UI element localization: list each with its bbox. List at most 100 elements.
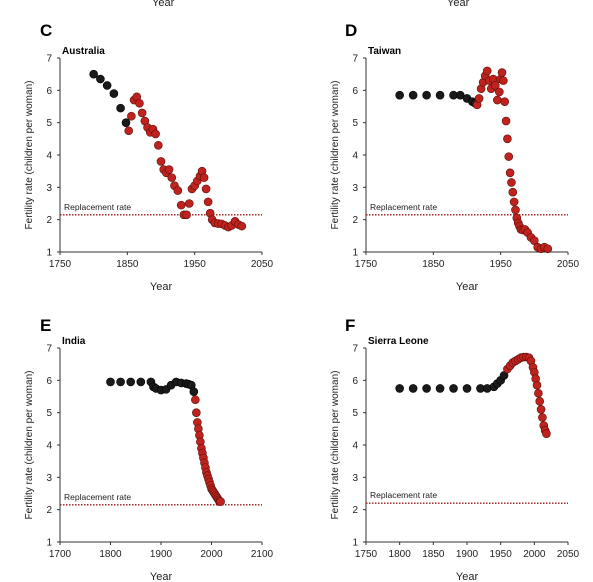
header-year-label-left: Year — [152, 0, 175, 9]
panel-d-data-point — [501, 116, 511, 126]
panel-f-data-point — [435, 384, 445, 393]
panel-f-xlabel: Year — [456, 571, 479, 582]
panel-e-letter: E — [40, 316, 51, 335]
panel-f-xtick-label: 1900 — [456, 549, 479, 560]
panel-c-data-point — [164, 165, 174, 174]
panel-c-ytick-label: 7 — [46, 54, 52, 65]
panel-c-data-point — [151, 129, 160, 139]
panel-e-data-point — [191, 395, 200, 405]
panel-c-xtick-label: 2050 — [251, 259, 274, 270]
panel-c-xtick-label: 1850 — [116, 259, 139, 270]
panel-f-letter: F — [345, 316, 355, 335]
panel-d-ytick-label: 7 — [352, 54, 358, 65]
panel-d-data-point — [500, 97, 510, 106]
panel-c-data-point — [137, 108, 147, 118]
panel-d-ytick-label: 6 — [352, 86, 358, 97]
panel-c-data-point — [182, 210, 191, 220]
panel-d-data-point — [507, 178, 516, 187]
panel-d-xtick-label: 1750 — [355, 259, 378, 270]
panel-c-replacement-label: Replacement rate — [64, 202, 131, 212]
panel-c-data-point — [121, 118, 131, 127]
panel-f-data-point — [535, 397, 545, 406]
panel-e-xtick-label: 1700 — [49, 549, 72, 560]
panel-d-xtick-label: 1950 — [490, 259, 513, 270]
panel-d-data-point — [495, 87, 504, 97]
panel-e-ytick-label: 2 — [46, 505, 52, 516]
panel-e-ytick-label: 7 — [46, 344, 52, 355]
panel-c-data-point — [237, 221, 247, 231]
panel-c-data-point — [102, 81, 112, 90]
panel-d-data-point — [505, 168, 515, 178]
panel-d-xtick-label: 1850 — [422, 259, 445, 270]
panel-c-data-point — [116, 103, 125, 113]
panel-d-data-point — [511, 205, 520, 215]
panel-e-title: India — [62, 336, 86, 347]
panel-c-data-point — [127, 111, 136, 121]
panel-d-ytick-label: 2 — [352, 215, 358, 226]
panel-e-xlabel: Year — [150, 571, 173, 582]
panel-f-xtick-label: 1750 — [355, 549, 378, 560]
panel-e-ytick-label: 6 — [46, 376, 52, 387]
panel-f-xtick-label: 1950 — [490, 549, 513, 560]
panel-d-data-point — [408, 90, 418, 100]
panel-c-xlabel: Year — [150, 281, 173, 293]
panel-d-ytick-label: 3 — [352, 183, 358, 194]
panel-e-replacement-label: Replacement rate — [64, 492, 131, 502]
panel-f-data-point — [542, 429, 551, 438]
panel-d-data-point — [435, 90, 445, 100]
panel-d-data-point — [504, 152, 514, 161]
panel-f-ytick-label: 6 — [352, 376, 358, 387]
panel-c-ytick-label: 3 — [46, 183, 52, 194]
panel-e-ylabel: Fertility rate (children per woman) — [24, 371, 35, 520]
panel-f-ytick-label: 2 — [352, 505, 358, 516]
panel-e-ytick-label: 4 — [46, 441, 52, 452]
panel-d-ylabel: Fertility rate (children per woman) — [330, 81, 341, 230]
panel-d-data-point — [490, 81, 500, 90]
panel-d-data-point — [543, 244, 553, 254]
panel-e-ytick-label: 1 — [46, 538, 52, 549]
panel-e-data-point — [136, 377, 146, 387]
panel-d-data-point — [503, 134, 512, 144]
panel-e-data-point — [189, 387, 199, 396]
panel-c-ytick-label: 6 — [46, 86, 52, 97]
panel-e-data-point — [106, 377, 115, 387]
panel-d-ytick-label: 1 — [352, 248, 358, 259]
panel-d-data-point — [497, 68, 507, 77]
panel-f-data-point — [538, 413, 547, 422]
panel-d-replacement-label: Replacement rate — [370, 202, 437, 212]
panel-d-ytick-label: 4 — [352, 151, 358, 162]
panel-d-data-point — [482, 66, 492, 76]
panel-e-data-point — [126, 377, 135, 387]
panel-c-ytick-label: 2 — [46, 215, 52, 226]
panel-d-data-point — [492, 95, 502, 105]
panel-c-ytick-label: 1 — [46, 248, 52, 259]
panel-c-data-point — [176, 200, 186, 210]
panel-e-xtick-label: 1800 — [99, 549, 122, 560]
panel-e-ytick-label: 5 — [46, 408, 52, 419]
panel-f-title: Sierra Leone — [368, 336, 429, 347]
panel-c-data-point — [184, 199, 194, 208]
panel-c-data-point — [201, 184, 211, 194]
panel-d-data-point — [395, 90, 404, 100]
panel-f-xtick-label: 2000 — [523, 549, 546, 560]
panel-c-xtick-label: 1950 — [184, 259, 207, 270]
panel-c-data-point — [154, 141, 163, 150]
panel-d-data-point — [499, 76, 508, 85]
panel-d-letter: D — [345, 21, 357, 40]
header-year-label-right: Year — [447, 0, 470, 9]
panel-c-data-point — [156, 157, 166, 166]
panel-d-data-point — [474, 94, 484, 103]
panel-f-data-point — [532, 380, 542, 390]
panel-c-data-point — [109, 89, 119, 98]
panel-f-ytick-label: 1 — [352, 538, 358, 549]
panel-c-data-point — [199, 173, 209, 182]
panel-e-xtick-label: 1900 — [150, 549, 173, 560]
panel-f-ytick-label: 5 — [352, 408, 358, 419]
panel-f-replacement-label: Replacement rate — [370, 490, 437, 500]
panel-c-ylabel: Fertility rate (children per woman) — [24, 81, 35, 230]
panel-c-title: Australia — [62, 46, 105, 57]
panel-f-data-point — [408, 384, 418, 393]
panel-e-data-point — [216, 497, 225, 506]
panel-e-xtick-label: 2100 — [251, 549, 274, 560]
panel-c-data-point — [167, 173, 177, 182]
